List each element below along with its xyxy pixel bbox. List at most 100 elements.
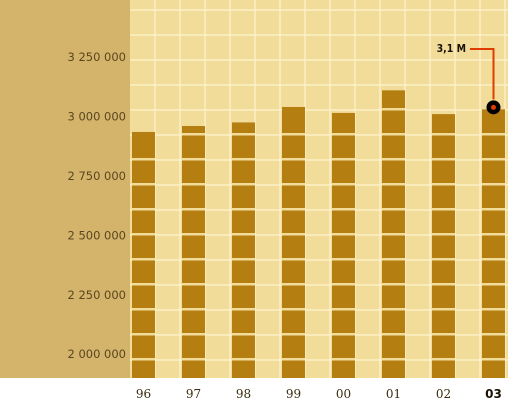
- bar-band: [482, 233, 505, 236]
- bar-band: [232, 333, 255, 336]
- bar-band: [332, 283, 355, 286]
- bar-band: [282, 333, 305, 336]
- bar-band: [332, 133, 355, 136]
- bar-band: [482, 358, 505, 361]
- bar-band: [232, 183, 255, 186]
- bar-group: [382, 90, 405, 378]
- bar-band: [232, 358, 255, 361]
- bar: [432, 114, 455, 378]
- y-tick-label: 2 500 000: [67, 228, 126, 242]
- bar-band: [282, 358, 305, 361]
- bar-group: [282, 106, 305, 378]
- y-tick-label: 3 250 000: [67, 50, 126, 64]
- bar-band: [482, 333, 505, 336]
- bar-group: [332, 112, 355, 378]
- bar-band: [382, 233, 405, 236]
- bar-group: [232, 122, 255, 378]
- bar-band: [182, 233, 205, 236]
- bar-band: [382, 258, 405, 261]
- callout-line: [470, 48, 495, 100]
- bar: [482, 109, 505, 378]
- bar-band: [132, 158, 155, 161]
- bar-band: [182, 183, 205, 186]
- bar-band: [382, 358, 405, 361]
- bars: [132, 90, 505, 378]
- bar-band: [182, 158, 205, 161]
- bar-band: [182, 208, 205, 211]
- bar-band: [432, 308, 455, 311]
- callout-marker-center: [491, 104, 496, 110]
- bar-band: [182, 333, 205, 336]
- x-tick-label: 99: [286, 387, 301, 401]
- bar-band: [432, 233, 455, 236]
- bar-band: [232, 158, 255, 161]
- bar-band: [232, 133, 255, 136]
- bar-band: [132, 283, 155, 286]
- bar-band: [182, 358, 205, 361]
- bar-band: [482, 208, 505, 211]
- x-tick-label: 01: [386, 387, 401, 401]
- x-tick-label: 98: [236, 387, 251, 401]
- bar-band: [382, 183, 405, 186]
- callout-label: 3,1 M: [437, 43, 466, 55]
- bar-band: [432, 158, 455, 161]
- bar-band: [182, 258, 205, 261]
- bar-band: [132, 233, 155, 236]
- bar-band: [432, 333, 455, 336]
- bar-band: [482, 133, 505, 136]
- bar-band: [432, 358, 455, 361]
- bar-band: [482, 183, 505, 186]
- bar-band: [382, 283, 405, 286]
- bar-band: [432, 283, 455, 286]
- bar-band: [482, 283, 505, 286]
- bar-band: [332, 258, 355, 261]
- x-tick-label: 03: [485, 387, 502, 401]
- bar: [282, 106, 305, 378]
- bar-band: [232, 208, 255, 211]
- y-tick-label: 2 250 000: [67, 288, 126, 302]
- bar-band: [432, 183, 455, 186]
- x-tick-label: 96: [136, 387, 151, 401]
- bar-band: [232, 283, 255, 286]
- bar-band: [232, 258, 255, 261]
- bar-band: [282, 283, 305, 286]
- bar: [132, 131, 155, 378]
- bar-band: [282, 133, 305, 136]
- x-tick-label: 97: [186, 387, 201, 401]
- y-tick-label: 2 750 000: [67, 169, 126, 183]
- callout: 3,1 M: [437, 43, 501, 115]
- bar-band: [232, 233, 255, 236]
- x-tick-label: 02: [436, 387, 451, 401]
- bar-band: [482, 308, 505, 311]
- bar-band: [132, 183, 155, 186]
- bar-band: [332, 233, 355, 236]
- bar-band: [332, 208, 355, 211]
- y-tick-label: 2 000 000: [67, 347, 126, 361]
- bar-group: [182, 126, 205, 378]
- x-tick-labels: 96 97 98 99 00 01 02 03: [136, 387, 502, 401]
- bar-band: [132, 333, 155, 336]
- bar: [232, 122, 255, 378]
- bar-band: [332, 183, 355, 186]
- bar-band: [282, 158, 305, 161]
- bar-band: [382, 158, 405, 161]
- bar-band: [282, 308, 305, 311]
- y-tick-label: 3 000 000: [67, 109, 126, 123]
- bar-band: [332, 158, 355, 161]
- y-tick-labels: 2 000 000 2 250 000 2 500 000 2 750 000 3 00…: [67, 50, 126, 361]
- bar-band: [132, 258, 155, 261]
- bar-band: [282, 233, 305, 236]
- bar-band: [332, 308, 355, 311]
- bar-band: [432, 258, 455, 261]
- bar-group: [432, 114, 455, 378]
- bar-band: [282, 183, 305, 186]
- bar-band: [382, 333, 405, 336]
- bar-band: [382, 108, 405, 111]
- bar-band: [432, 133, 455, 136]
- bar-band: [382, 308, 405, 311]
- bar-band: [282, 208, 305, 211]
- bar-band: [132, 308, 155, 311]
- bar: [332, 112, 355, 378]
- y-axis-panel: [0, 0, 130, 378]
